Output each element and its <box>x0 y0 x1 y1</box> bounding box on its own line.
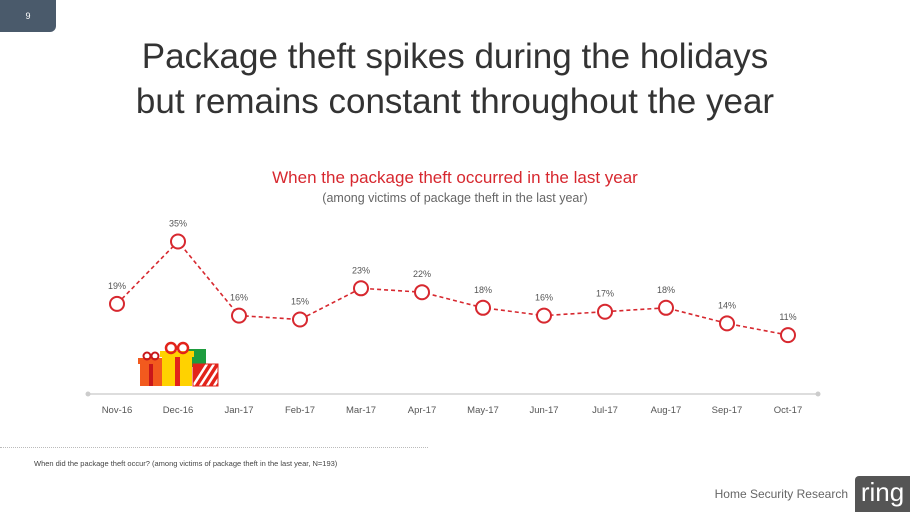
data-label: 15% <box>291 297 309 307</box>
data-label: 23% <box>352 265 370 275</box>
data-point <box>231 307 247 324</box>
x-tick-label: Dec-16 <box>163 405 194 416</box>
x-tick-label: Feb-17 <box>285 405 315 416</box>
x-tick-label: Jan-17 <box>224 405 253 416</box>
data-label: 14% <box>718 300 736 310</box>
title-line-2: but remains constant throughout the year <box>135 82 775 121</box>
x-tick-label: Mar-17 <box>346 405 376 416</box>
x-tick-label: Aug-17 <box>651 405 682 416</box>
data-label: 35% <box>169 219 187 229</box>
data-label: 22% <box>413 269 431 279</box>
data-label: 19% <box>108 281 126 291</box>
data-point <box>170 233 186 250</box>
axis-end-dot <box>815 391 821 397</box>
data-point <box>536 307 552 324</box>
data-label: 16% <box>230 293 248 303</box>
x-tick-label: May-17 <box>467 405 499 416</box>
data-point <box>353 280 369 297</box>
gift-icon <box>138 341 244 387</box>
data-point <box>109 295 125 312</box>
chart-title: When the package theft occurred in the l… <box>272 168 638 187</box>
title-line-1: Package theft spikes during the holidays <box>141 37 769 76</box>
x-tick-label: Sep-17 <box>712 405 743 416</box>
data-point <box>719 315 735 332</box>
data-point <box>597 303 613 320</box>
data-label: 18% <box>474 285 492 295</box>
x-tick-label: Jun-17 <box>529 405 558 416</box>
brand-text: Home Security Research <box>714 487 848 501</box>
data-label: 16% <box>535 293 553 303</box>
data-label: 18% <box>657 285 675 295</box>
data-point <box>475 299 491 316</box>
data-point <box>292 311 308 328</box>
footer-divider <box>0 447 428 448</box>
slide-number: 9 <box>0 0 56 32</box>
x-tick-label: Nov-16 <box>102 405 133 416</box>
footnote: When did the package theft occur? (among… <box>34 459 338 468</box>
chart-subtitle: (among victims of package theft in the l… <box>322 191 588 205</box>
series-line <box>116 240 789 336</box>
data-point <box>780 327 796 344</box>
data-label: 11% <box>779 312 796 322</box>
page-title: Package theft spikes during the holidays… <box>0 34 910 124</box>
data-point <box>658 299 674 316</box>
x-tick-label: Apr-17 <box>408 405 437 416</box>
data-point <box>414 284 430 301</box>
x-tick-label: Jul-17 <box>592 405 618 416</box>
ring-logo: ring <box>855 476 910 512</box>
data-label: 17% <box>596 289 614 299</box>
x-tick-label: Oct-17 <box>774 405 803 416</box>
axis-end-dot <box>85 391 91 397</box>
